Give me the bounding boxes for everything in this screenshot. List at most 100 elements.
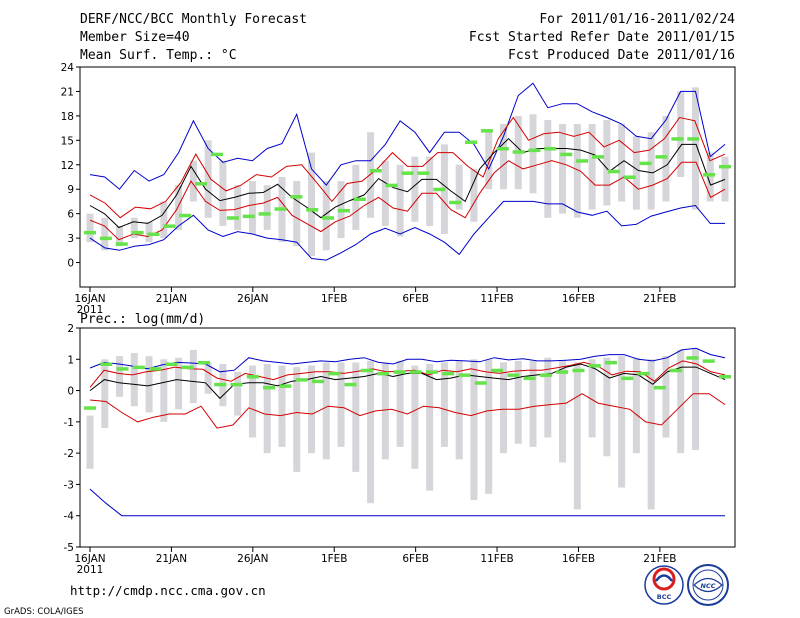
y-tick-label: 21 (61, 86, 74, 98)
spread-bar (691, 87, 699, 210)
median-marker (605, 360, 618, 365)
lower-line (89, 160, 726, 241)
median-marker (576, 159, 589, 163)
spread-bar (86, 213, 94, 243)
median-marker (369, 168, 382, 173)
spread-bar (440, 362, 448, 447)
median-marker (653, 385, 666, 390)
spread-bar (470, 359, 478, 501)
median-marker (544, 146, 557, 151)
x-tick-label: 16JAN (74, 553, 105, 565)
spread-bar (573, 362, 581, 510)
median-marker (480, 129, 493, 133)
spread-bar (116, 225, 124, 247)
spread-bar (189, 160, 197, 202)
spread-bar (559, 360, 567, 463)
median-marker (409, 370, 422, 374)
spread-bar (175, 185, 183, 230)
spread-bar (175, 357, 183, 410)
median-marker (621, 376, 634, 381)
median-marker (425, 370, 438, 374)
spread-bar (691, 348, 699, 451)
y-tick-label: -1 (64, 417, 74, 429)
median-marker (322, 216, 335, 220)
spread-bar (647, 132, 655, 210)
min-line (89, 200, 725, 261)
panel-frame (79, 327, 736, 548)
median-marker (671, 137, 684, 141)
x-tick-label: 6FEB (402, 293, 429, 305)
spread-bar (411, 365, 419, 469)
median-marker (338, 208, 350, 213)
temperature-panel: 0 3 6 9 12 15 18 21 24 16JAN 21JAN 26JAN 1FEB 6FEB 11F… (61, 62, 736, 316)
median-marker (507, 373, 520, 377)
x-tick-label: 21JAN (156, 293, 187, 305)
spread-bar (145, 356, 153, 413)
median-marker (560, 152, 573, 157)
x-tick-label: 16JAN (74, 293, 105, 305)
median-marker (496, 146, 509, 151)
y-tick-label: -2 (64, 448, 74, 460)
x-tick-label: 16FEB (562, 553, 595, 565)
panel-frame (79, 66, 736, 288)
y-tick-label: 24 (61, 62, 75, 74)
x-tick-label: 21FEB (643, 293, 676, 305)
median-marker (637, 371, 650, 376)
median-marker (132, 365, 145, 370)
spread-bar (677, 349, 685, 454)
spread-bar (204, 140, 212, 218)
spread-bar (603, 357, 611, 457)
min-line (89, 488, 725, 517)
mean-line (89, 363, 726, 400)
grads-credit: GrADS: COLA/IGES (4, 607, 84, 617)
median-marker (84, 406, 96, 410)
spread-bar (234, 371, 242, 416)
member-size: Member Size=40 (80, 30, 190, 45)
spread-bar (337, 362, 345, 447)
median-marker (230, 382, 243, 387)
source-url[interactable]: http://cmdp.ncc.cma.gov.cn (70, 583, 266, 598)
median-marker (149, 367, 162, 371)
median-marker (163, 224, 176, 228)
spread-bar (455, 360, 463, 460)
x-tick-label: 21FEB (643, 553, 676, 565)
spread-bar (160, 359, 168, 422)
x-tick-label: 26JAN (237, 553, 268, 565)
spread-bar (160, 201, 168, 239)
spread-bar (632, 357, 640, 454)
spread-bar (322, 181, 330, 251)
forecast-period: For 2011/01/16-2011/02/24 (539, 12, 735, 27)
median-marker (433, 187, 446, 192)
spread-bar (381, 362, 389, 460)
median-marker (211, 152, 223, 157)
y-tick-label: -3 (64, 479, 74, 491)
median-marker (719, 164, 731, 169)
spread-bar (721, 156, 729, 202)
median-marker (449, 200, 462, 205)
spread-bar (618, 356, 626, 488)
spread-bar (278, 365, 286, 447)
spread-bar (514, 360, 522, 444)
spread-bar (529, 114, 537, 194)
median-marker (311, 379, 324, 384)
x-tick-year: 2011 (77, 564, 104, 576)
spread-bar (588, 124, 596, 210)
median-marker (181, 365, 194, 370)
spread-bar (544, 119, 552, 218)
spread-bar (130, 217, 138, 239)
spread-bar (293, 181, 301, 247)
median-marker (655, 155, 668, 159)
spread-bar (263, 185, 271, 230)
spread-bar (352, 362, 360, 472)
median-marker (556, 370, 569, 374)
median-marker (703, 173, 716, 177)
median-marker (246, 374, 259, 379)
spread-bar (632, 136, 640, 210)
median-marker (687, 137, 700, 141)
start-date: Fcst Started Refer Date 2011/01/15 (469, 30, 735, 45)
median-marker (639, 161, 652, 166)
spread-bar (248, 365, 256, 438)
spread-bar (322, 362, 330, 460)
produced-date: Fcst Produced Date 2011/01/16 (508, 48, 735, 63)
spread-bar (367, 132, 375, 218)
